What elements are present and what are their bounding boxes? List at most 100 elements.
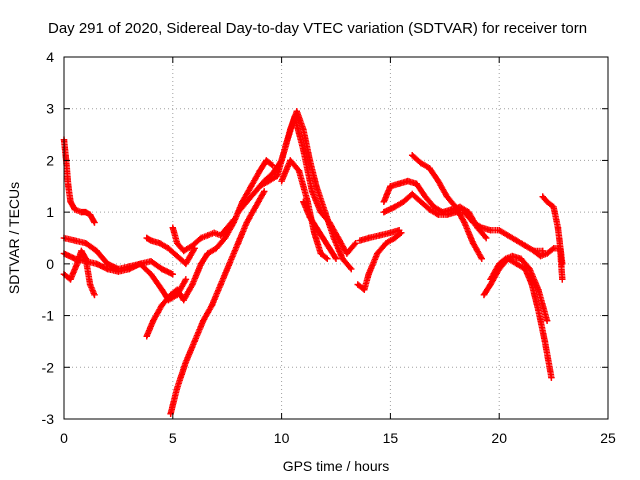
series-arc-14: [354, 229, 405, 293]
data-point: [550, 203, 557, 211]
data-point: [300, 198, 307, 205]
data-point: [339, 255, 346, 262]
data-point: [173, 286, 181, 293]
data-point: [443, 211, 451, 218]
data-point: [82, 258, 89, 265]
series-arc-8: [167, 188, 268, 418]
data-point: [147, 271, 155, 278]
y-tick-label: 1: [46, 204, 54, 220]
x-tick-label: 20: [491, 430, 507, 446]
data-point: [548, 374, 555, 381]
data-point: [65, 183, 72, 190]
data-point: [230, 219, 237, 226]
data-point: [182, 260, 190, 268]
data-point: [502, 255, 509, 262]
y-axis-label: SDTVAR / TECUs: [6, 182, 22, 294]
series-arc-13: [300, 198, 340, 262]
data-point: [539, 193, 546, 200]
data-point: [93, 247, 100, 255]
data-point: [256, 167, 264, 174]
data-point: [413, 180, 420, 187]
data-point: [537, 252, 544, 260]
data-point: [180, 247, 187, 255]
data-point: [461, 219, 468, 226]
data-point: [352, 239, 359, 247]
data-point: [293, 108, 301, 115]
data-point: [260, 188, 268, 195]
data-point: [496, 260, 503, 268]
data-point: [334, 234, 342, 242]
data-point: [387, 229, 394, 237]
data-point: [348, 265, 355, 273]
data-point: [556, 245, 564, 252]
data-point: [408, 190, 416, 198]
data-point: [243, 219, 250, 226]
data-point: [93, 260, 100, 268]
data-point: [189, 281, 196, 288]
data-point: [426, 164, 433, 172]
data-point: [143, 234, 150, 242]
series-markers: [167, 188, 268, 417]
data-point: [522, 242, 529, 249]
grid: [64, 57, 608, 419]
data-point: [197, 260, 205, 268]
series-arc-15: [356, 227, 403, 244]
data-point: [217, 281, 224, 288]
data-point: [487, 227, 494, 234]
data-point: [391, 234, 398, 242]
data-point: [147, 258, 155, 265]
data-point: [217, 232, 224, 239]
y-tick-label: -1: [42, 308, 55, 324]
data-point: [426, 206, 433, 213]
x-tick-labels: 0 5 10 15 20 25: [60, 430, 616, 446]
data-point: [86, 281, 94, 288]
series-arc-11: [256, 113, 359, 257]
data-point: [210, 229, 218, 237]
data-point: [256, 183, 264, 190]
data-point: [313, 224, 320, 231]
data-point: [452, 203, 459, 211]
data-point: [541, 338, 549, 345]
data-point: [443, 193, 451, 200]
data-point: [73, 260, 81, 268]
data-point: [469, 239, 477, 247]
data-point: [182, 358, 190, 366]
data-point: [150, 317, 157, 324]
data-point: [169, 271, 176, 278]
data-point: [504, 232, 512, 239]
data-point: [361, 286, 368, 293]
y-tick-label: -3: [42, 411, 55, 427]
x-axis-label: GPS time / hours: [283, 458, 390, 474]
data-point: [147, 237, 155, 244]
data-point: [204, 250, 211, 257]
data-point: [513, 237, 520, 244]
data-point: [528, 281, 536, 288]
data-point: [91, 219, 98, 226]
x-tick-label: 25: [600, 430, 616, 446]
data-point: [543, 317, 551, 324]
data-point: [480, 291, 488, 299]
series-arc-7: [169, 216, 237, 255]
axis-ticks: [63, 56, 609, 420]
data-point: [395, 227, 403, 234]
data-point: [365, 234, 372, 242]
data-point: [287, 157, 294, 164]
data-point: [282, 141, 290, 149]
data-point: [543, 198, 551, 205]
data-point: [252, 188, 259, 195]
data-point: [496, 227, 503, 234]
series-markers: [234, 108, 355, 273]
data-point: [395, 180, 403, 187]
data-point: [67, 276, 74, 283]
data-point: [387, 183, 394, 190]
data-point: [400, 198, 407, 205]
data-point: [173, 252, 181, 260]
data-point: [173, 384, 181, 392]
data-point: [461, 208, 468, 216]
y-tick-label: 2: [46, 152, 54, 168]
data-point: [550, 245, 557, 252]
data-point: [422, 193, 429, 200]
data-point: [300, 126, 307, 133]
data-point: [513, 260, 520, 268]
x-tick-label: 10: [274, 430, 290, 446]
